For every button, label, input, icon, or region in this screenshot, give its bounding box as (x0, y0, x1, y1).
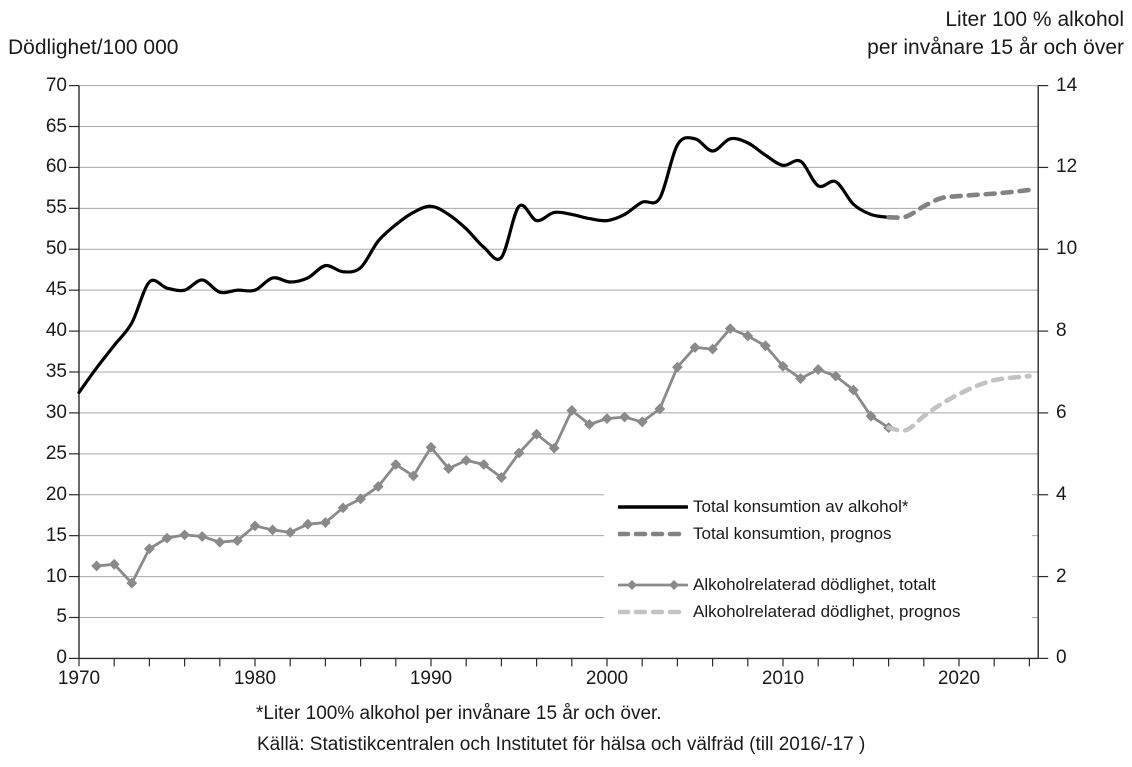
data-point-diamond (548, 442, 560, 454)
series-konsumtion-total (77, 136, 891, 395)
legend-swatch-solid-diamond (618, 580, 688, 590)
data-point-diamond (179, 529, 190, 541)
data-point-diamond (689, 342, 701, 353)
data-point-diamond (267, 524, 278, 536)
y-right-tick-label: 10 (1056, 238, 1078, 260)
series-konsumtion-prognos (886, 187, 1032, 220)
data-point-diamond (654, 403, 666, 415)
data-point-diamond (443, 463, 454, 474)
y-left-tick-label: 30 (45, 401, 67, 423)
data-point-diamond (302, 518, 314, 530)
y-left-tick-label: 0 (56, 647, 67, 669)
right-axis-title: Liter 100 % alkohol per invånare 15 år o… (867, 6, 1124, 62)
data-point-diamond (636, 416, 648, 428)
y-left-tick-label: 10 (45, 565, 67, 587)
x-tick-label: 2010 (761, 668, 805, 689)
y-left-tick-label: 35 (45, 361, 67, 382)
right-axis-title-line1: Liter 100 % alkohol (945, 8, 1124, 31)
x-tick-label: 1990 (409, 668, 453, 689)
legend: Total konsumtion av alkohol* Total konsum… (604, 481, 1032, 632)
y-left-tick-label: 40 (45, 320, 67, 342)
footnote-source: Källä: Statistikcentralen och Institutet… (257, 734, 866, 755)
data-point-diamond (372, 481, 384, 492)
data-point-diamond (108, 558, 120, 570)
data-point-diamond (848, 384, 859, 396)
data-point-diamond (478, 459, 490, 470)
y-right-tick-label: 8 (1056, 320, 1067, 342)
data-point-diamond (830, 370, 842, 382)
data-point-diamond (126, 577, 138, 589)
y-right-tick-label: 14 (1056, 74, 1078, 96)
data-point-diamond (320, 517, 331, 528)
x-tick-label: 1970 (57, 668, 101, 689)
x-tick-label: 2020 (937, 668, 981, 689)
data-point-diamond (214, 536, 226, 548)
y-left-tick-label: 45 (45, 279, 67, 301)
data-point-diamond (795, 373, 806, 384)
legend-swatch-solid (618, 505, 688, 509)
legend-label: Alkoholrelaterad dödlighet, prognos (693, 602, 961, 621)
data-point-diamond (144, 543, 155, 555)
data-point-diamond (777, 360, 789, 372)
y-right-tick-label: 12 (1056, 156, 1078, 178)
legend-swatch-dashed (618, 531, 688, 537)
data-point-diamond (742, 330, 754, 342)
y-right-tick-label: 0 (1056, 647, 1067, 669)
data-point-diamond (284, 526, 296, 538)
data-point-diamond (619, 411, 630, 423)
data-point-diamond (337, 502, 349, 514)
legend-swatch-dashed (618, 609, 688, 615)
data-point-diamond (408, 470, 419, 482)
data-point-diamond (672, 361, 683, 373)
data-point-diamond (724, 323, 736, 335)
data-point-diamond (865, 410, 877, 422)
data-point-diamond (390, 459, 402, 470)
y-left-tick-label: 25 (45, 442, 67, 464)
data-point-diamond (601, 413, 613, 425)
data-point-diamond (531, 428, 542, 440)
y-left-tick-label: 15 (45, 524, 67, 546)
y-left-tick-label: 60 (45, 156, 67, 178)
data-point-diamond (232, 535, 243, 546)
data-point-diamond (584, 418, 595, 430)
y-right-tick-label: 6 (1056, 401, 1067, 423)
series-dodlighet-total (95, 327, 890, 585)
data-point-diamond (496, 472, 507, 483)
y-left-tick-label: 55 (45, 197, 67, 219)
legend-label: Total konsumtion av alkohol* (693, 497, 909, 516)
y-left-tick-label: 20 (45, 483, 67, 505)
y-right-tick-label: 4 (1056, 483, 1067, 505)
data-point-diamond (707, 343, 718, 355)
y-right-tick-label: 2 (1056, 565, 1067, 587)
data-point-diamond (355, 493, 366, 505)
legend-item: Total konsumtion, prognos (618, 520, 1032, 548)
legend-label: Alkoholrelaterad dödlighet, totalt (693, 575, 936, 594)
legend-label: Total konsumtion, prognos (693, 524, 892, 543)
data-point-diamond (249, 520, 261, 532)
data-point-diamond (566, 405, 578, 416)
data-point-diamond (513, 447, 525, 459)
data-point-diamond (91, 560, 102, 572)
footnote-definition: *Liter 100% alkohol per invånare 15 år o… (256, 703, 662, 724)
y-left-tick-label: 70 (45, 74, 67, 96)
data-point-diamond (425, 441, 437, 453)
right-axis-title-line2: per invånare 15 år och över (867, 36, 1124, 59)
y-left-tick-label: 50 (45, 238, 67, 260)
data-point-diamond (196, 531, 208, 542)
data-point-diamond (812, 364, 824, 375)
legend-item: Alkoholrelaterad dödlighet, totalt (618, 571, 1032, 599)
series-dodlighet-prognos (886, 373, 1032, 433)
y-left-tick-label: 65 (45, 115, 67, 137)
x-tick-label: 1980 (233, 668, 277, 689)
x-tick-label: 2000 (585, 668, 629, 689)
legend-item: Total konsumtion av alkohol* (618, 493, 1032, 521)
y-left-tick-label: 5 (56, 606, 67, 628)
data-point-diamond (460, 454, 472, 466)
data-point-diamond (760, 340, 771, 352)
data-point-diamond (161, 532, 173, 544)
legend-item: Alkoholrelaterad dödlighet, prognos (618, 598, 1032, 626)
left-axis-title: Dödlighet/100 000 (8, 36, 179, 59)
